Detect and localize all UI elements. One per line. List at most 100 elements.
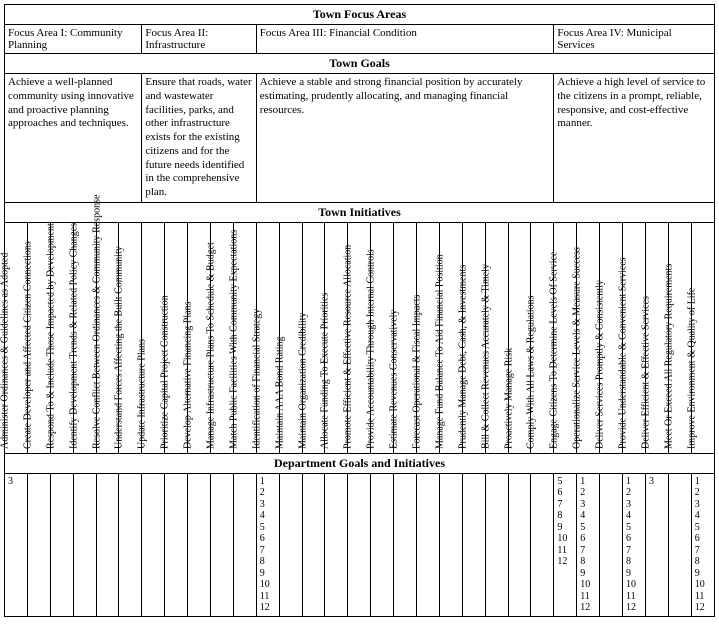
dept-value: 9	[626, 568, 642, 580]
header-focus: Town Focus Areas	[5, 5, 715, 25]
dept-col-28: 3	[645, 473, 668, 616]
dept-value: 11	[626, 591, 642, 603]
goal-4: Achieve a high level of service to the c…	[554, 74, 715, 203]
initiative-label-22: Proactively Manage Risk	[503, 348, 514, 449]
dept-col-20	[462, 473, 485, 616]
dept-col-10	[233, 473, 256, 616]
dept-col-7	[165, 473, 188, 616]
dept-value: 4	[695, 510, 711, 522]
dept-value: 6	[580, 533, 596, 545]
initiative-label-10: Match Public Facilities With Community E…	[228, 230, 239, 449]
dept-value: 3	[8, 476, 24, 488]
dept-value: 6	[557, 487, 573, 499]
dept-value: 10	[626, 579, 642, 591]
header-goals: Town Goals	[5, 54, 715, 74]
dept-value: 6	[695, 533, 711, 545]
dept-value: 1	[580, 476, 596, 488]
initiative-label-1: Create Developer and Affected Citizen Co…	[22, 241, 33, 449]
initiative-label-8: Develop Alternative Financing Plans	[183, 301, 194, 448]
dept-value: 4	[580, 510, 596, 522]
dept-value: 12	[626, 602, 642, 614]
initiative-col-30: Improve Environment & Quality of Life	[691, 222, 714, 453]
dept-value: 3	[695, 499, 711, 511]
dept-col-6	[142, 473, 165, 616]
initiative-label-18: Forecast Operational & Fiscal Impacts	[411, 294, 422, 448]
initiative-label-6: Update Infrastructure Plans	[137, 339, 148, 449]
dept-value: 10	[557, 533, 573, 545]
dept-value: 12	[557, 556, 573, 568]
dept-col-27: 123456789101112	[623, 473, 646, 616]
goal-1: Achieve a well-planned community using i…	[5, 74, 142, 203]
dept-value: 9	[557, 522, 573, 534]
dept-col-17	[394, 473, 417, 616]
dept-col-15	[348, 473, 371, 616]
area-3: Focus Area III: Financial Condition	[256, 25, 554, 54]
dept-value: 7	[260, 545, 276, 557]
dept-value: 1	[260, 476, 276, 488]
initiative-label-23: Comply With All Laws & Regulations	[526, 295, 537, 449]
dept-value: 12	[695, 602, 711, 614]
dept-col-12	[279, 473, 302, 616]
initiative-label-5: Understand Forces Affecting the Built Co…	[114, 246, 125, 449]
initiative-label-27: Provide Understandable & Convenient Serv…	[617, 257, 628, 449]
dept-value: 8	[557, 510, 573, 522]
dept-col-30: 123456789101112	[691, 473, 714, 616]
dept-value: 5	[580, 522, 596, 534]
dept-value: 2	[626, 487, 642, 499]
initiative-label-12: Maintain AAA Bond Rating	[274, 336, 285, 449]
dept-col-9	[211, 473, 234, 616]
initiative-label-20: Prudently Manage Debt, Cash, & Investmen…	[457, 265, 468, 449]
dept-value: 11	[695, 591, 711, 603]
dept-value: 12	[580, 602, 596, 614]
dept-value: 7	[626, 545, 642, 557]
dept-value: 7	[695, 545, 711, 557]
dept-col-11: 123456789101112	[256, 473, 279, 616]
dept-col-4	[96, 473, 119, 616]
dept-value: 6	[626, 533, 642, 545]
initiative-label-4: Resolve Conflict Between Ordinances & Co…	[91, 194, 102, 448]
dept-col-0: 3	[5, 473, 28, 616]
goal-3: Achieve a stable and strong financial po…	[256, 74, 554, 203]
dept-value: 8	[260, 556, 276, 568]
dept-value: 7	[557, 499, 573, 511]
dept-col-25: 123456789101112	[577, 473, 600, 616]
dept-value: 2	[580, 487, 596, 499]
dept-col-13	[302, 473, 325, 616]
dept-value: 3	[580, 499, 596, 511]
initiative-label-2: Respond To & Include Those Impacted by D…	[45, 223, 56, 449]
dept-col-1	[27, 473, 50, 616]
initiative-label-11: Identification of Financial Strategy	[251, 309, 262, 449]
dept-value: 5	[695, 522, 711, 534]
dept-value: 5	[557, 476, 573, 488]
dept-value: 8	[695, 556, 711, 568]
dept-col-2	[50, 473, 73, 616]
initiative-label-14: Allocate Funding To Execute Priorities	[320, 292, 331, 448]
dept-col-21	[485, 473, 508, 616]
dept-value: 9	[580, 568, 596, 580]
initiative-label-24: Engage Citizens To Determine Levels Of S…	[549, 251, 560, 448]
header-initiatives: Town Initiatives	[5, 202, 715, 222]
dept-col-5	[119, 473, 142, 616]
dept-value: 7	[580, 545, 596, 557]
dept-value: 11	[260, 591, 276, 603]
dept-value: 8	[626, 556, 642, 568]
initiative-label-21: Bill & Collect Revenues Accurately & Tim…	[480, 264, 491, 449]
area-1: Focus Area I: Community Planning	[5, 25, 142, 54]
dept-value: 8	[580, 556, 596, 568]
dept-col-22	[508, 473, 531, 616]
initiative-label-28: Deliver Efficient & Effective Services	[640, 296, 651, 449]
initiative-label-0: Administer Ordinances & Guidelines as Ad…	[0, 252, 10, 448]
dept-col-23	[531, 473, 554, 616]
dept-value: 10	[580, 579, 596, 591]
dept-value: 10	[260, 579, 276, 591]
dept-value: 11	[580, 591, 596, 603]
dept-value: 1	[626, 476, 642, 488]
initiative-label-29: Meet Or Exceed All Regulatory Requiremen…	[663, 264, 674, 449]
area-4: Focus Area IV: Municipal Services	[554, 25, 715, 54]
dept-value: 9	[695, 568, 711, 580]
initiative-label-16: Provide Accountability Through Internal …	[366, 249, 377, 449]
initiative-label-13: Maintain Organization Credibility	[297, 312, 308, 448]
dept-value: 5	[260, 522, 276, 534]
initiative-label-9: Manage Infrastructure Plans To Schedule …	[205, 242, 216, 449]
initiative-label-26: Deliver Services Promptly & Consistently	[595, 280, 606, 449]
